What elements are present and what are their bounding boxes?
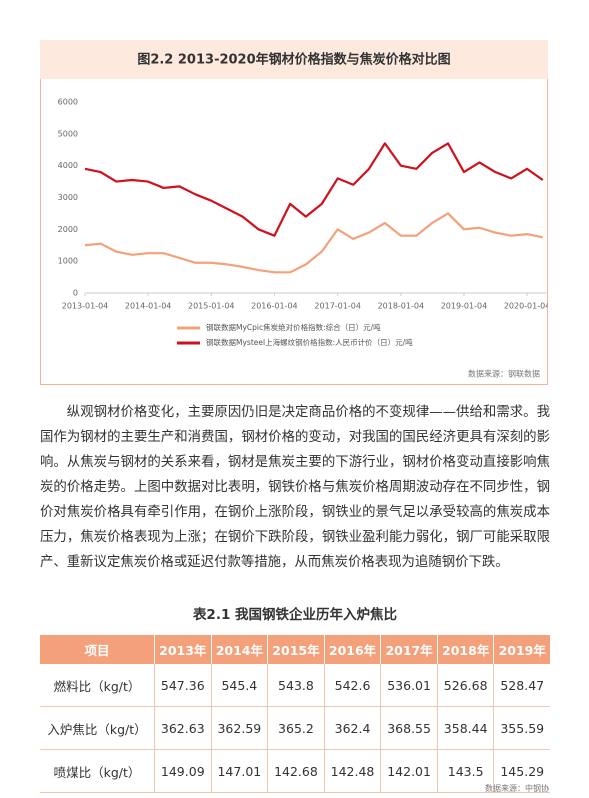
y-tick-label: 1000 bbox=[58, 257, 78, 266]
table-body: 燃料比（kg/t） 547.36 545.4 543.8 542.6 536.01 526.… bbox=[40, 664, 550, 793]
x-tick-label: 2015-01-04 bbox=[188, 302, 235, 311]
table-cell: 536.01 bbox=[380, 664, 438, 707]
table-cell: 143.5 bbox=[437, 749, 495, 793]
table-cell: 526.68 bbox=[437, 664, 495, 707]
x-tick-label: 2016-01-04 bbox=[251, 302, 298, 311]
table-cell: 368.55 bbox=[380, 706, 438, 750]
legend-label: 钢联数据Mysteel上海螺纹钢价格指数:人民币计价（日）元/吨 bbox=[206, 337, 413, 347]
table-cell: 547.36 bbox=[154, 664, 212, 707]
series-line bbox=[84, 212, 544, 274]
title-band bbox=[40, 40, 548, 79]
x-tick-label: 2018-01-04 bbox=[378, 302, 425, 311]
table-source: 数据来源：中钢协 bbox=[485, 784, 549, 793]
x-tick-label: 2019-01-04 bbox=[441, 302, 488, 311]
table-row: 入炉焦比（kg/t） 362.63 362.59 365.2 362.4 368.55 35… bbox=[40, 706, 550, 750]
table-cell: 543.8 bbox=[267, 664, 325, 707]
table-cell: 355.59 bbox=[493, 706, 550, 750]
table-cell: 燃料比（kg/t） bbox=[40, 664, 155, 707]
table-cell: 喷煤比（kg/t） bbox=[40, 749, 155, 793]
table-cell: 358.44 bbox=[437, 706, 495, 750]
x-tick-label: 2017-01-04 bbox=[314, 302, 361, 311]
chart-title: 图2.2 2013-2020年钢材价格指数与焦炭价格对比图 bbox=[137, 52, 450, 68]
table-row: 燃料比（kg/t） 547.36 545.4 543.8 542.6 536.01 526.… bbox=[40, 664, 550, 707]
table-cell: 365.2 bbox=[267, 706, 325, 750]
y-tick-label: 4000 bbox=[58, 161, 78, 170]
header-cell: 项目 bbox=[40, 635, 155, 664]
x-tick-label: 2014-01-04 bbox=[125, 302, 172, 311]
x-tick-label: 2013-01-04 bbox=[62, 302, 109, 311]
body-text: 纵观钢材价格变化，主要原因仍旧是决定商品价格的不变规律——供给和需求。我国作为钢… bbox=[40, 405, 550, 570]
data-table: 项目 2013年 2014年 2015年 2016年 2017年 2018年 2019年 燃料比… bbox=[40, 635, 550, 793]
chart: 图2.2 2013-2020年钢材价格指数与焦炭价格对比图 数据来源：钢联数据 … bbox=[40, 40, 548, 379]
header-row: 项目 2013年 2014年 2015年 2016年 2017年 2018年 2019年 bbox=[40, 635, 550, 664]
y-tick-label: 3000 bbox=[58, 193, 78, 202]
table-cell: 入炉焦比（kg/t） bbox=[40, 706, 155, 750]
header-cell: 2018年 bbox=[437, 635, 495, 664]
table-cell: 362.4 bbox=[324, 706, 382, 750]
y-tick-label: 0 bbox=[73, 289, 78, 298]
header-cell: 2017年 bbox=[380, 635, 438, 664]
table-cell: 528.47 bbox=[493, 664, 550, 707]
table-cell: 362.59 bbox=[211, 706, 269, 750]
table-cell: 149.09 bbox=[154, 749, 212, 793]
table-cell: 142.68 bbox=[267, 749, 325, 793]
table-cell: 147.01 bbox=[211, 749, 269, 793]
table-cell: 142.01 bbox=[380, 749, 438, 793]
y-tick-label: 5000 bbox=[58, 129, 78, 138]
x-tick-label: 2020-01-04 bbox=[504, 302, 548, 311]
table-row: 喷煤比（kg/t） 149.09 147.01 142.68 142.48 142.01 1… bbox=[40, 749, 550, 793]
y-tick-label: 6000 bbox=[58, 98, 78, 107]
legend-label: 钢联数据MyCpic焦炭绝对价格指数:综合（日）元/吨 bbox=[206, 322, 381, 332]
chart-source: 数据来源：钢联数据 bbox=[468, 369, 540, 379]
table-cell: 142.48 bbox=[324, 749, 382, 793]
table-title: 表2.1 我国钢铁企业历年入炉焦比 bbox=[192, 607, 398, 623]
table-cell: 545.4 bbox=[211, 664, 269, 707]
table-cell: 542.6 bbox=[324, 664, 382, 707]
series-line bbox=[84, 142, 544, 237]
figure: 图2.2 2013-2020年钢材价格指数与焦炭价格对比图 数据来源：钢联数据 … bbox=[40, 40, 548, 385]
header-cell: 2016年 bbox=[324, 635, 382, 664]
table-cell: 145.29 bbox=[493, 749, 550, 793]
header-cell: 2013年 bbox=[154, 635, 212, 664]
y-tick-label: 2000 bbox=[58, 225, 78, 234]
table-cell: 362.63 bbox=[154, 706, 212, 750]
header-cell: 2019年 bbox=[493, 635, 550, 664]
header-cell: 2014年 bbox=[211, 635, 269, 664]
header-cell: 2015年 bbox=[267, 635, 325, 664]
